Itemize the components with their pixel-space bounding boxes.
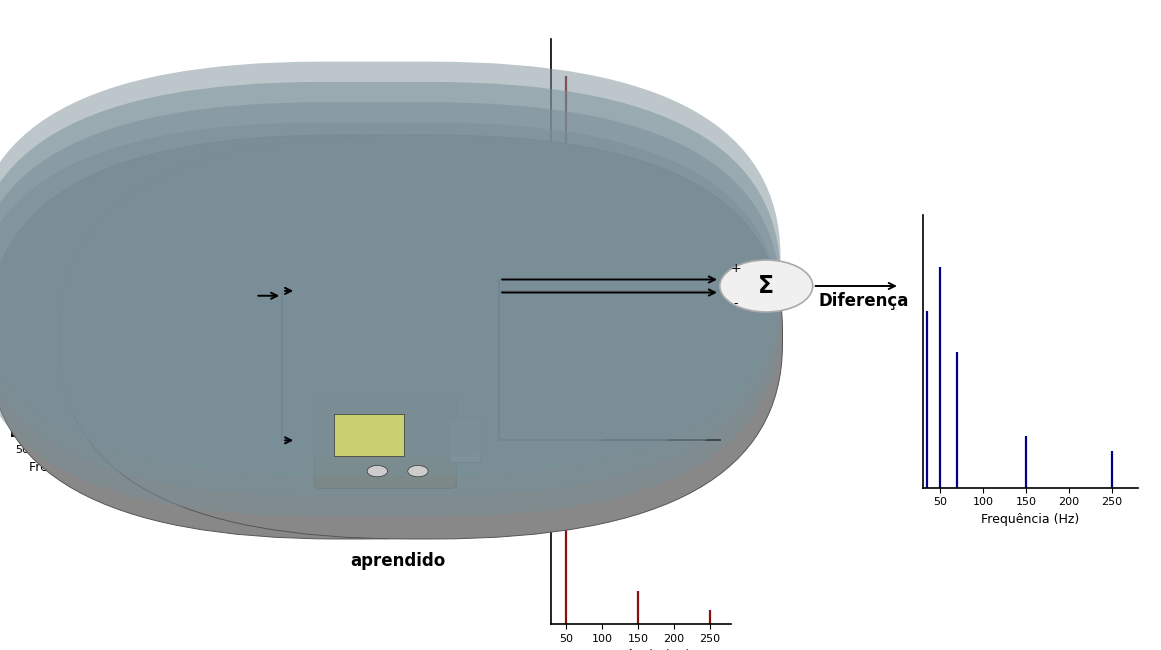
Text: Diferença: Diferença: [819, 292, 909, 311]
Circle shape: [408, 465, 428, 477]
Text: Modelo matemático: Modelo matemático: [305, 520, 490, 538]
Text: Σ: Σ: [758, 274, 774, 298]
Text: Motor real: Motor real: [348, 193, 447, 211]
X-axis label: Frequência (Hz): Frequência (Hz): [592, 649, 691, 650]
Text: -: -: [734, 297, 738, 310]
FancyBboxPatch shape: [59, 135, 783, 539]
FancyBboxPatch shape: [0, 62, 780, 456]
FancyBboxPatch shape: [290, 367, 505, 514]
FancyBboxPatch shape: [290, 218, 505, 364]
Text: +: +: [730, 262, 742, 275]
FancyBboxPatch shape: [0, 82, 780, 476]
FancyBboxPatch shape: [302, 259, 327, 323]
FancyBboxPatch shape: [431, 282, 470, 300]
FancyBboxPatch shape: [334, 414, 404, 456]
Circle shape: [720, 260, 813, 312]
Text: Tensão: Tensão: [171, 287, 236, 305]
FancyBboxPatch shape: [449, 419, 481, 462]
Text: Corrente 2: Corrente 2: [505, 443, 605, 461]
Text: aprendido: aprendido: [349, 552, 446, 571]
Text: Corrente 1: Corrente 1: [505, 270, 605, 287]
X-axis label: Frequência (Hz): Frequência (Hz): [29, 461, 128, 474]
FancyBboxPatch shape: [0, 102, 780, 497]
Circle shape: [367, 465, 388, 477]
FancyBboxPatch shape: [0, 135, 712, 539]
FancyBboxPatch shape: [315, 393, 456, 488]
X-axis label: Frequência (Hz): Frequência (Hz): [981, 513, 1080, 526]
FancyBboxPatch shape: [0, 122, 780, 517]
FancyBboxPatch shape: [315, 246, 438, 336]
